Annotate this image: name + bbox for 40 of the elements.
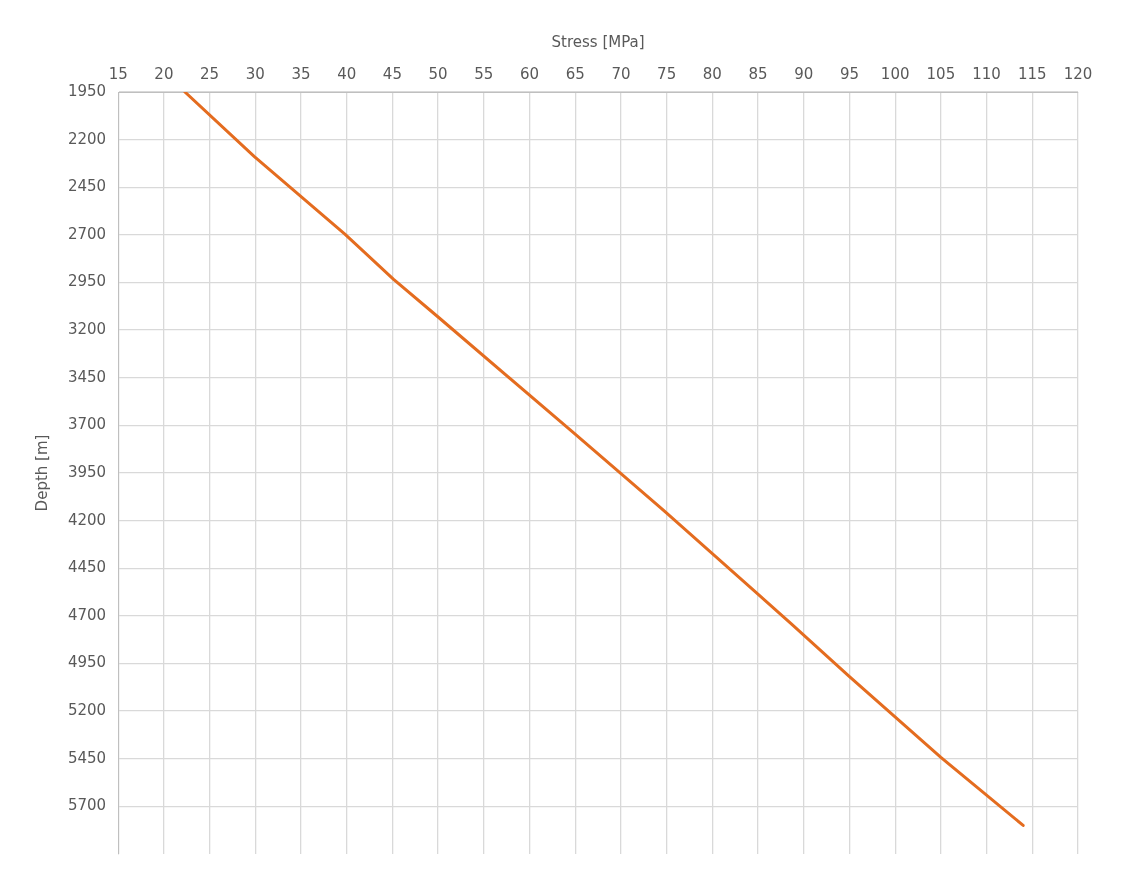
- y-tick-label: 5200: [67, 701, 107, 720]
- y-tick-label: 2950: [67, 272, 107, 291]
- x-tick-label: 60: [519, 64, 540, 83]
- y-tick-label: 2200: [67, 129, 107, 148]
- x-tick-label: 25: [200, 64, 220, 83]
- x-tick-label: 30: [245, 64, 265, 83]
- y-tick-label: 5450: [67, 748, 107, 767]
- x-tick-label: 80: [702, 64, 722, 83]
- x-tick-label: 95: [839, 64, 860, 83]
- x-tick-label: 105: [926, 64, 956, 83]
- x-tick-label: 15: [108, 64, 128, 83]
- x-tick-label: 120: [1063, 64, 1093, 83]
- x-tick-label: 20: [154, 64, 174, 83]
- y-tick-label: 4950: [67, 653, 107, 672]
- x-tick-label: 45: [382, 64, 402, 83]
- x-tick-label: 40: [337, 64, 357, 83]
- y-tick-label: 5700: [67, 796, 107, 815]
- x-tick-label: 70: [611, 64, 631, 83]
- y-tick-label: 3950: [67, 462, 107, 481]
- x-tick-label: 90: [794, 64, 814, 83]
- x-axis-title: Stress [MPa]: [551, 32, 645, 51]
- x-tick-label: 85: [748, 64, 768, 83]
- x-tick-label: 50: [428, 64, 448, 83]
- y-axis-title: Depth [m]: [32, 434, 51, 512]
- x-tick-label: 75: [657, 64, 677, 83]
- x-tick-label: 115: [1017, 64, 1047, 83]
- x-tick-label: 35: [291, 64, 311, 83]
- x-tick-label: 55: [474, 64, 494, 83]
- y-tick-label: 3200: [67, 320, 107, 339]
- y-tick-label: 3700: [67, 415, 107, 434]
- x-tick-label: 100: [880, 64, 910, 83]
- x-tick-label: 65: [565, 64, 585, 83]
- y-tick-label: 4200: [67, 510, 107, 529]
- y-tick-label: 2700: [67, 224, 107, 243]
- y-tick-label: 4450: [67, 558, 107, 577]
- y-tick-label: 3450: [67, 367, 107, 386]
- x-tick-label: 110: [972, 64, 1001, 83]
- y-tick-label: 4700: [67, 605, 107, 624]
- y-tick-label: 2450: [67, 177, 107, 196]
- y-tick-label: 1950: [67, 81, 107, 100]
